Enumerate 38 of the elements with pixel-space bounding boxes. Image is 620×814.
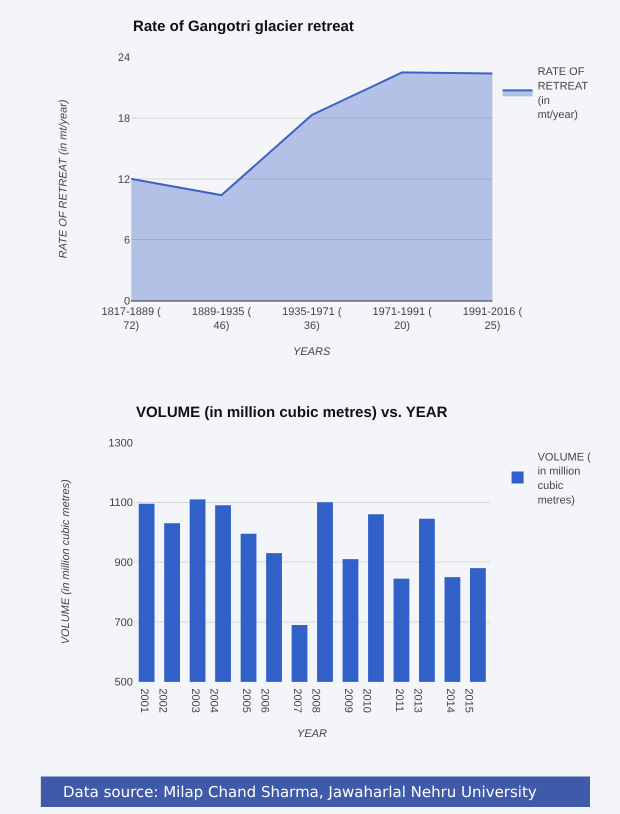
x-tick-label: 2002	[156, 688, 168, 713]
legend-label: VOLUME ( in million cubic metres)	[538, 451, 592, 506]
y-tick-label: 0	[124, 295, 130, 308]
y-axis-title: RATE OF RETREAT (in mt/year)	[58, 99, 70, 258]
x-tick-label: 1935-1971 ( 36)	[282, 306, 342, 332]
x-tick-label: 1889-1935 ( 46)	[192, 306, 252, 332]
x-tick-label: 2010	[360, 688, 372, 713]
x-axis-title: YEAR	[297, 728, 328, 740]
y-tick-label: 500	[114, 676, 133, 689]
x-tick-label: 2013	[411, 688, 424, 713]
x-tick-label: 1817-1889 ( 72)	[101, 306, 162, 332]
x-tick-label: 2003	[189, 688, 202, 713]
y-tick-label: 1300	[108, 437, 133, 450]
x-tick-label: 2015	[462, 688, 474, 713]
y-tick-label: 6	[124, 234, 130, 247]
y-axis-title: VOLUME (in million cubic metres)	[60, 478, 72, 644]
x-tick-label: 2008	[309, 688, 322, 713]
x-tick-label: 1971-1991 ( 20)	[372, 306, 432, 332]
x-tick-label: 2007	[291, 688, 304, 713]
x-axis-title: YEARS	[293, 346, 331, 358]
y-tick-label: 24	[118, 52, 130, 64]
x-tick-label: 1991-2016 ( 25)	[462, 306, 522, 332]
y-tick-label: 18	[118, 112, 130, 125]
x-tick-label: 2011	[392, 688, 405, 712]
source-note: Data source: Milap Chand Sharma, Jawaharlal Nehru University	[63, 783, 537, 801]
y-tick-label: 700	[114, 616, 133, 629]
legend-label: RATE OF RETREAT (in mt/year)	[538, 66, 588, 122]
chart-title: Rate of Gangotri glacier retreat	[133, 18, 354, 35]
x-tick-label: 2001	[138, 688, 150, 713]
x-tick-label: 2004	[207, 688, 220, 713]
chart-title: VOLUME (in million cubic metres) vs. YEAR	[136, 404, 448, 421]
x-tick-label: 2014	[444, 688, 456, 713]
x-tick-label: 2006	[258, 688, 270, 713]
x-tick-label: 2009	[342, 688, 354, 713]
y-tick-label: 900	[114, 557, 133, 570]
x-tick-label: 2005	[240, 688, 252, 713]
y-tick-label: 1100	[109, 497, 133, 510]
y-tick-label: 12	[118, 174, 130, 186]
